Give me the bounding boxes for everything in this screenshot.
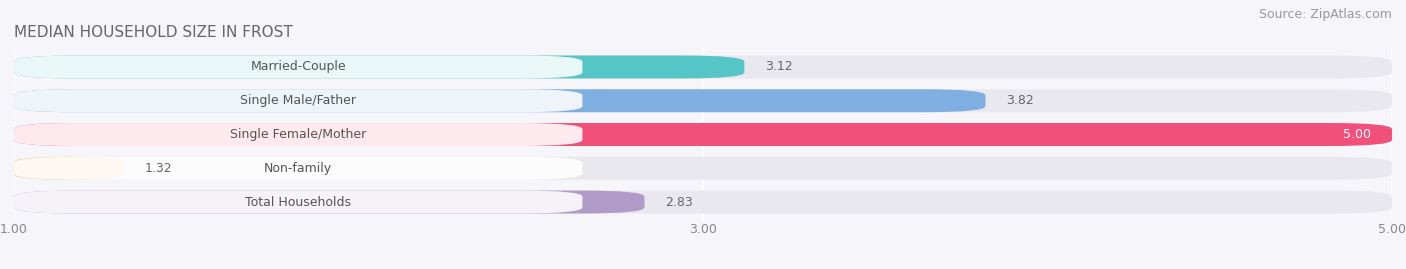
Text: Non-family: Non-family [264,162,332,175]
FancyBboxPatch shape [14,190,1392,214]
FancyBboxPatch shape [14,55,744,79]
FancyBboxPatch shape [14,89,582,112]
Text: MEDIAN HOUSEHOLD SIZE IN FROST: MEDIAN HOUSEHOLD SIZE IN FROST [14,25,292,40]
Text: Total Households: Total Households [245,196,352,208]
FancyBboxPatch shape [14,190,582,214]
Text: Single Female/Mother: Single Female/Mother [231,128,367,141]
Text: 3.12: 3.12 [765,61,793,73]
FancyBboxPatch shape [14,89,1392,112]
Text: 1.32: 1.32 [145,162,173,175]
FancyBboxPatch shape [14,55,582,79]
Text: 3.82: 3.82 [1007,94,1033,107]
FancyBboxPatch shape [14,55,1392,79]
FancyBboxPatch shape [14,157,582,180]
Text: 2.83: 2.83 [665,196,693,208]
FancyBboxPatch shape [14,157,1392,180]
FancyBboxPatch shape [14,157,124,180]
Text: Source: ZipAtlas.com: Source: ZipAtlas.com [1258,8,1392,21]
FancyBboxPatch shape [14,123,1392,146]
FancyBboxPatch shape [14,190,644,214]
Text: Married-Couple: Married-Couple [250,61,346,73]
FancyBboxPatch shape [14,89,986,112]
FancyBboxPatch shape [14,123,582,146]
Text: 5.00: 5.00 [1343,128,1371,141]
FancyBboxPatch shape [14,123,1392,146]
Text: Single Male/Father: Single Male/Father [240,94,356,107]
